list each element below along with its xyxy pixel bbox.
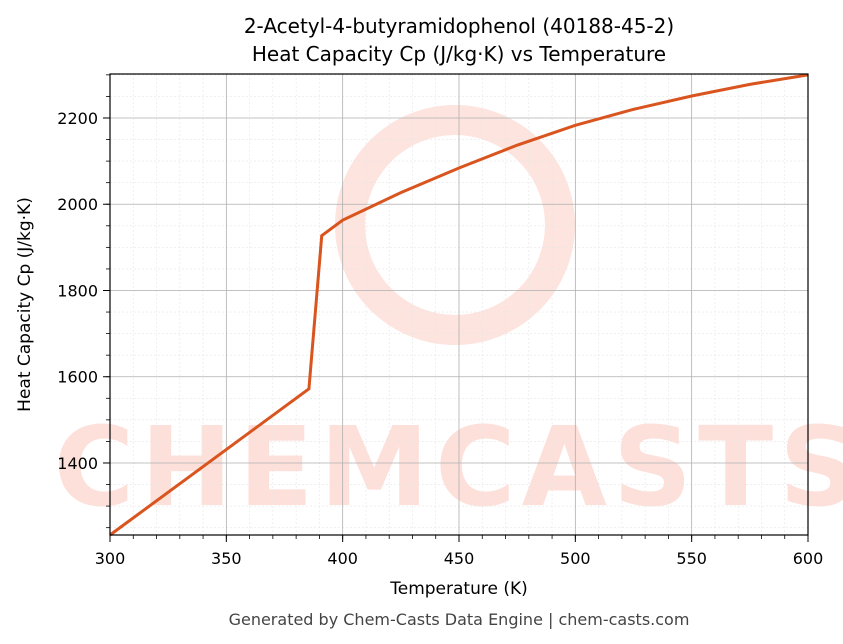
line-series — [109, 73, 809, 537]
x-tick-label: 550 — [676, 549, 707, 568]
y-tick-label: 2000 — [57, 195, 98, 214]
footer: Generated by Chem-Casts Data Engine | ch… — [229, 610, 690, 629]
x-tick-label: 300 — [95, 549, 126, 568]
x-tick-label: 600 — [793, 549, 824, 568]
plot-frame — [109, 73, 809, 536]
x-tick-label: 350 — [211, 549, 242, 568]
watermark: CHEMCASTS — [54, 403, 843, 531]
y-tick-label: 2200 — [57, 109, 98, 128]
x-tick-label: 500 — [560, 549, 591, 568]
x-tick-label: 450 — [444, 549, 475, 568]
y-tick-label: 1600 — [57, 368, 98, 387]
chart-subtitle: Heat Capacity Cp (J/kg·K) vs Temperature — [252, 42, 666, 66]
y-tick-label: 1400 — [57, 454, 98, 473]
y-axis-label: Heat Capacity Cp (J/kg·K) — [15, 197, 35, 412]
x-tick-label: 400 — [327, 549, 358, 568]
watermark-ring — [335, 105, 575, 345]
x-axis-label: Temperature (K) — [389, 579, 528, 599]
y-tick-label: 1800 — [57, 281, 98, 300]
chart-title: 2-Acetyl-4-butyramidophenol (40188-45-2) — [244, 14, 674, 38]
